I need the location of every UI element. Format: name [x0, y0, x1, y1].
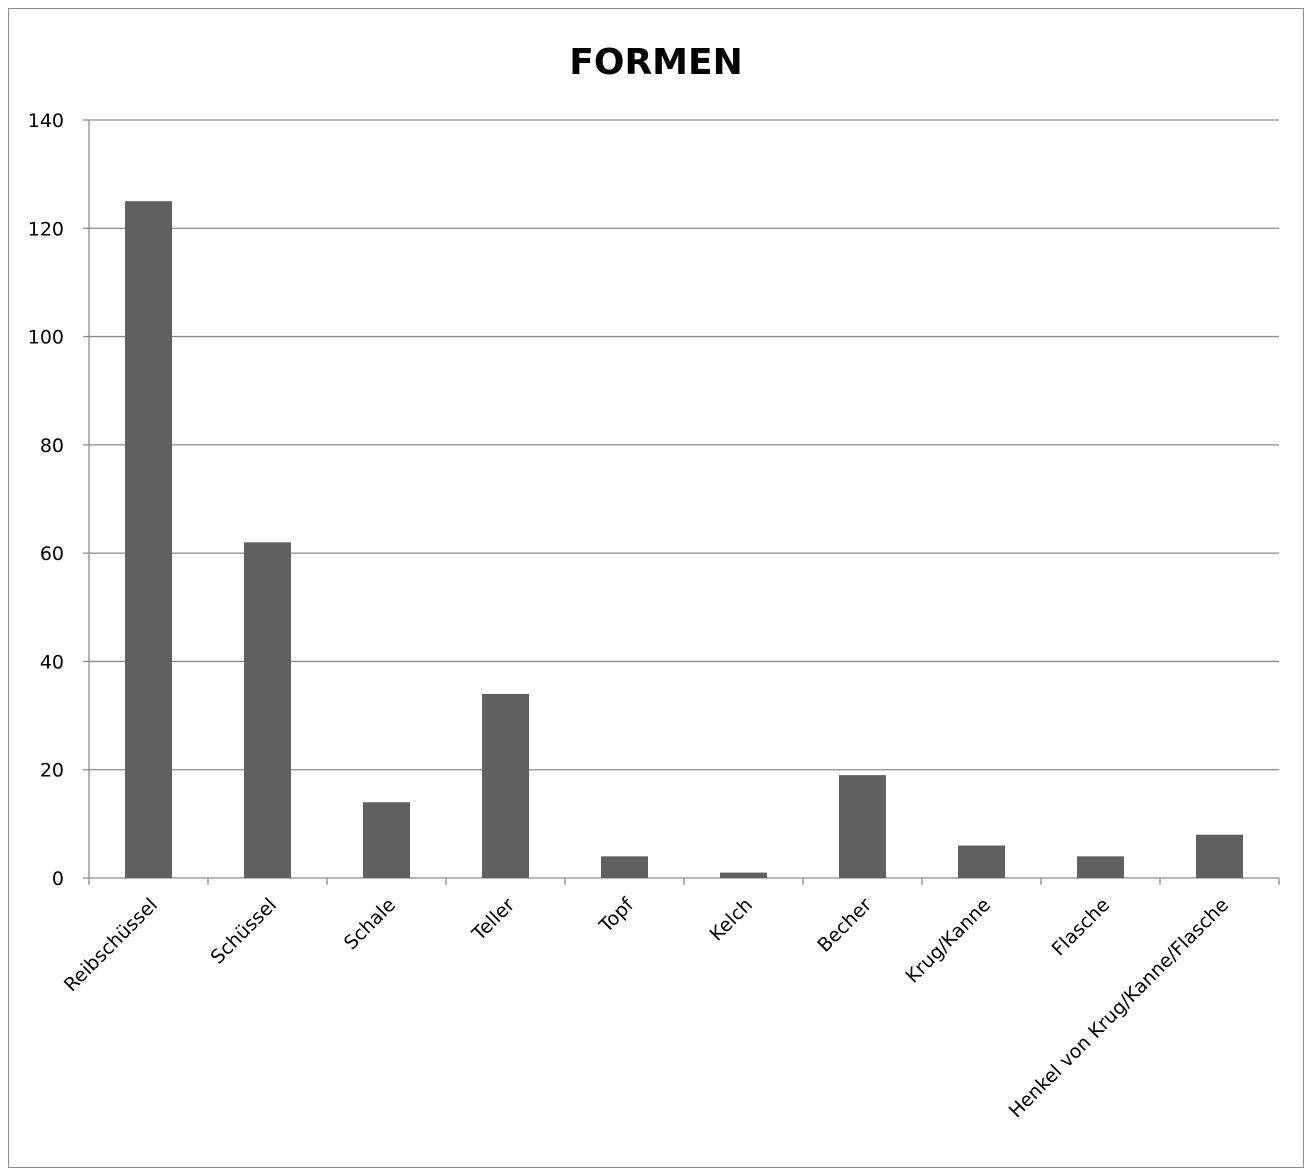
bar-9 — [1077, 856, 1124, 878]
y-tick-label-40: 40 — [40, 651, 64, 673]
bar-5 — [601, 856, 648, 878]
y-tick-label-120: 120 — [28, 218, 64, 240]
bar-4 — [482, 693, 529, 878]
x-category-label-5: Topf — [594, 893, 639, 938]
x-category-label-8: Krug/Kanne — [901, 894, 995, 988]
y-tick-label-100: 100 — [28, 327, 64, 349]
x-category-label-4: Teller — [467, 894, 519, 946]
bar-10 — [1196, 834, 1243, 878]
bar-layer — [125, 201, 1243, 878]
x-category-label-3: Schale — [340, 894, 400, 954]
x-category-label-9: Flasche — [1048, 894, 1114, 960]
x-category-label-2: Schüssel — [207, 894, 282, 969]
chart-title: FORMEN — [569, 42, 742, 83]
x-category-label-1: Reibschüssel — [60, 894, 162, 996]
bar-8 — [958, 845, 1005, 878]
bar-7 — [839, 775, 886, 878]
bar-1 — [125, 201, 172, 878]
bar-6 — [720, 872, 767, 878]
bar-3 — [363, 802, 410, 878]
x-category-label-6: Kelch — [705, 894, 757, 946]
y-tick-label-60: 60 — [40, 543, 64, 565]
bar-2 — [244, 542, 291, 878]
chart-frame — [8, 8, 1304, 1168]
y-tick-label-0: 0 — [52, 868, 64, 890]
y-tick-label-140: 140 — [28, 110, 64, 132]
y-tick-label-20: 20 — [40, 760, 64, 782]
label-layer: 0 20 40 60 80 100 120 140 Reibschüssel Schüssel Sc… — [28, 110, 1233, 1122]
x-category-label-7: Becher — [813, 894, 876, 957]
y-tick-label-80: 80 — [40, 435, 64, 457]
x-category-label-10: Henkel von Krug/Kanne/Flasche — [1005, 894, 1233, 1122]
